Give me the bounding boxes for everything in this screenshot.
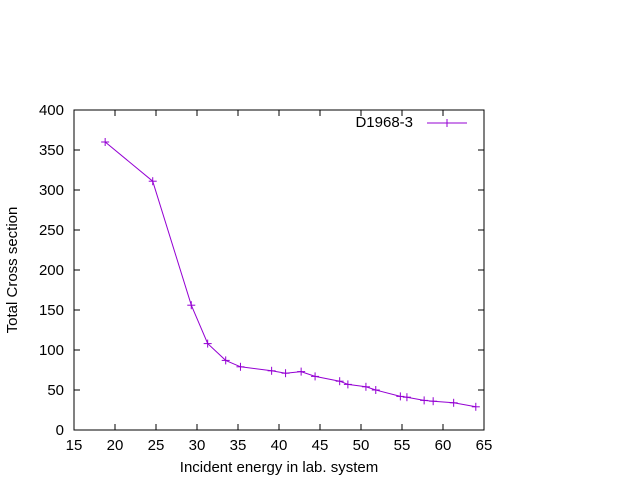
data-point [267,366,276,375]
data-point [203,339,212,348]
data-point [420,396,429,405]
y-tick-label: 50 [47,382,64,399]
legend-label-d1968-3: D1968-3 [355,114,413,131]
data-point [343,380,352,389]
data-point [471,402,480,411]
x-tick-label: 50 [353,437,370,454]
data-point [371,386,380,394]
x-tick-label: 25 [148,437,165,454]
x-tick-label: 55 [394,437,411,454]
data-point [221,356,230,365]
x-tick-label: 40 [271,437,288,454]
x-axis-label: Incident energy in lab. system [180,459,378,476]
series-line [104,141,476,408]
axis-ticks: 15 20 25 30 35 40 45 50 55 60 65 0 50 100 150 200 250 300… [39,102,492,454]
data-point [187,301,196,310]
y-tick-label: 0 [56,422,64,439]
data-point [396,392,405,401]
legend: D1968-3 [355,114,467,131]
data-point [335,377,344,386]
data-point [236,362,245,371]
data-point [281,369,290,378]
plot-frame [73,109,485,431]
y-tick-label: 100 [39,342,64,359]
y-tick-label: 400 [39,102,64,119]
data-point [148,177,157,186]
x-tick-label: 60 [435,437,452,454]
y-tick-label: 200 [39,262,64,279]
x-tick-label: 35 [230,437,247,454]
y-tick-label: 350 [39,142,64,159]
y-tick-label: 250 [39,222,64,239]
x-tick-label: 20 [107,437,124,454]
x-tick-label: 15 [66,437,83,454]
legend-sample [427,119,467,127]
y-tick-label: 300 [39,182,64,199]
x-tick-label: 45 [312,437,329,454]
x-tick-label: 65 [476,437,493,454]
data-point [429,397,438,406]
data-point [449,398,458,407]
y-tick-label: 150 [39,302,64,319]
data-point [402,393,411,402]
series-layer [101,138,480,411]
data-point [101,138,110,146]
data-point [361,382,370,391]
x-tick-label: 30 [189,437,206,454]
data-point [297,367,306,376]
y-axis-label: Total Cross section [4,207,21,334]
data-point [311,372,320,381]
